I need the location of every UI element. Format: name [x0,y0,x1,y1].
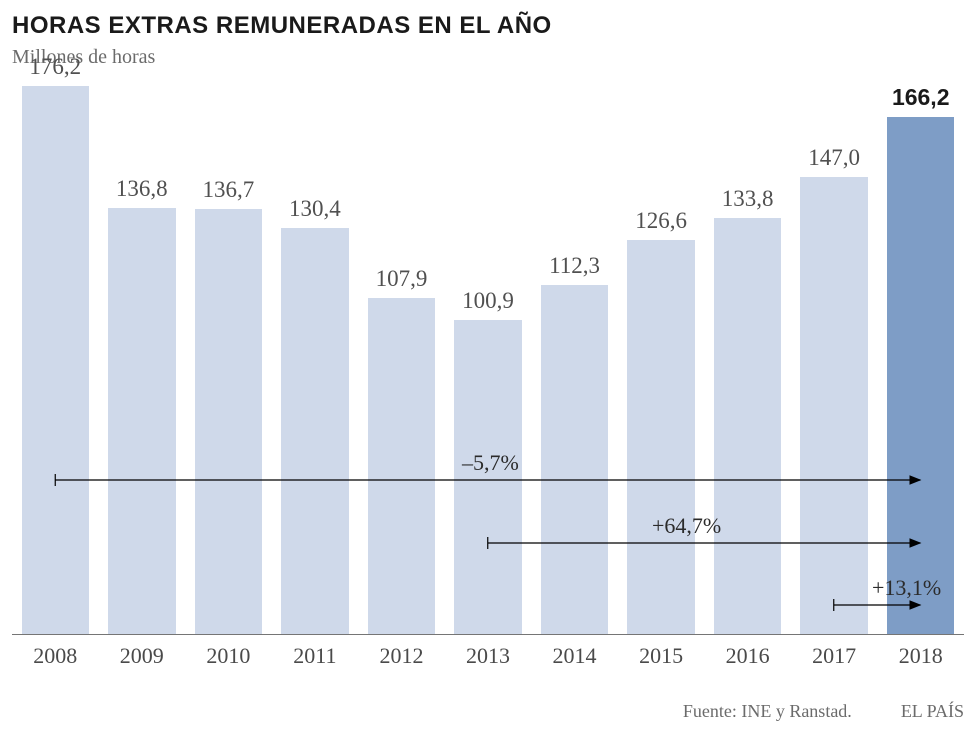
bar [800,177,867,634]
bar-value-label: 107,9 [358,266,445,292]
bar-value-label: 176,2 [12,54,99,80]
bar-col: 130,4 [272,75,359,634]
bar-value-label: 136,8 [99,176,186,202]
x-axis-tick: 2013 [445,643,532,669]
bar-col: 133,8 [704,75,791,634]
chart-footer: Fuente: INE y Ranstad. EL PAÍS [12,701,968,722]
bar-value-label: 112,3 [531,253,618,279]
bar [108,208,175,634]
x-axis-tick: 2016 [704,643,791,669]
chart-plot-area: 176,2136,8136,7130,4 107,9100,9 112,3126,6… [12,75,968,669]
x-axis-tick: 2009 [99,643,186,669]
source-label: Fuente: [683,701,742,721]
x-axis-tick: 2008 [12,643,99,669]
x-axis-tick: 2015 [618,643,705,669]
publisher-text: EL PAÍS [901,701,964,721]
x-axis: 2008200920102011201220132014201520162017… [12,643,964,669]
bar-value-label: 136,7 [185,177,272,203]
bar [195,209,262,634]
bar-col: 136,8 [99,75,186,634]
x-axis-tick: 2012 [358,643,445,669]
bars-row: 176,2136,8136,7130,4 107,9100,9 112,3126,6… [12,75,964,635]
bar [368,298,435,634]
bar-value-label: 166,2 [877,84,964,111]
bar-col: 126,6 [618,75,705,634]
bar [22,86,89,634]
bar [281,228,348,634]
bar [714,218,781,634]
annotation-label: +64,7% [652,513,721,539]
chart-title: HORAS EXTRAS REMUNERADAS EN EL AÑO [12,12,968,40]
bar [887,117,954,634]
chart-subtitle: Millones de horas [12,46,968,69]
x-axis-tick: 2017 [791,643,878,669]
x-axis-tick: 2018 [877,643,964,669]
bar-col: 136,7 [185,75,272,634]
bar-value-label: 126,6 [618,208,705,234]
x-axis-tick: 2014 [531,643,618,669]
bar-col: 166,2 [877,75,964,634]
bar-col: 176,2 [12,75,99,634]
bar-col: 147,0 [791,75,878,634]
annotation-label: +13,1% [872,575,941,601]
bar-value-label: 147,0 [791,145,878,171]
bar-value-label: 133,8 [704,186,791,212]
source-text: INE y Ranstad. [741,701,851,721]
bar [541,285,608,634]
bar [627,240,694,634]
annotation-label: –5,7% [462,450,519,476]
bar-value-label: 100,9 [445,288,532,314]
footer-right: Fuente: INE y Ranstad. EL PAÍS [683,701,964,722]
x-axis-tick: 2010 [185,643,272,669]
bar-col: 100,9 [445,75,532,634]
bar [454,320,521,634]
bar-value-label: 130,4 [272,196,359,222]
x-axis-tick: 2011 [272,643,359,669]
chart-container: HORAS EXTRAS REMUNERADAS EN EL AÑO Millo… [0,0,980,754]
bar-col: 112,3 [531,75,618,634]
bar-col: 107,9 [358,75,445,634]
